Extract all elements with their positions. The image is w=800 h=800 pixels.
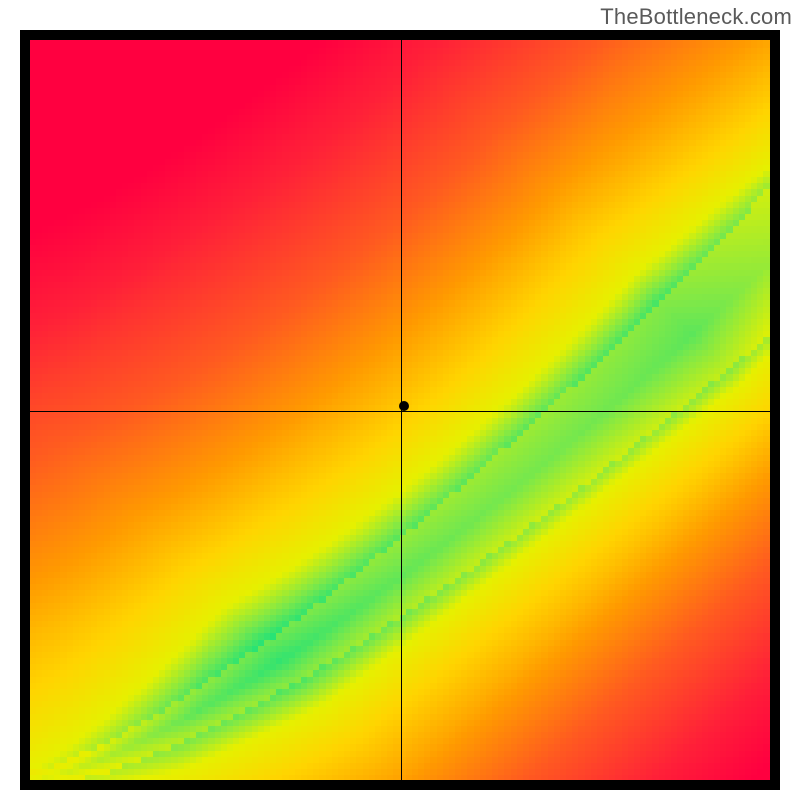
figure-root: TheBottleneck.com	[0, 0, 800, 800]
watermark-text: TheBottleneck.com	[600, 4, 792, 30]
crosshair-marker	[399, 401, 409, 411]
crosshair-horizontal	[30, 411, 770, 412]
plot-frame	[20, 30, 780, 790]
